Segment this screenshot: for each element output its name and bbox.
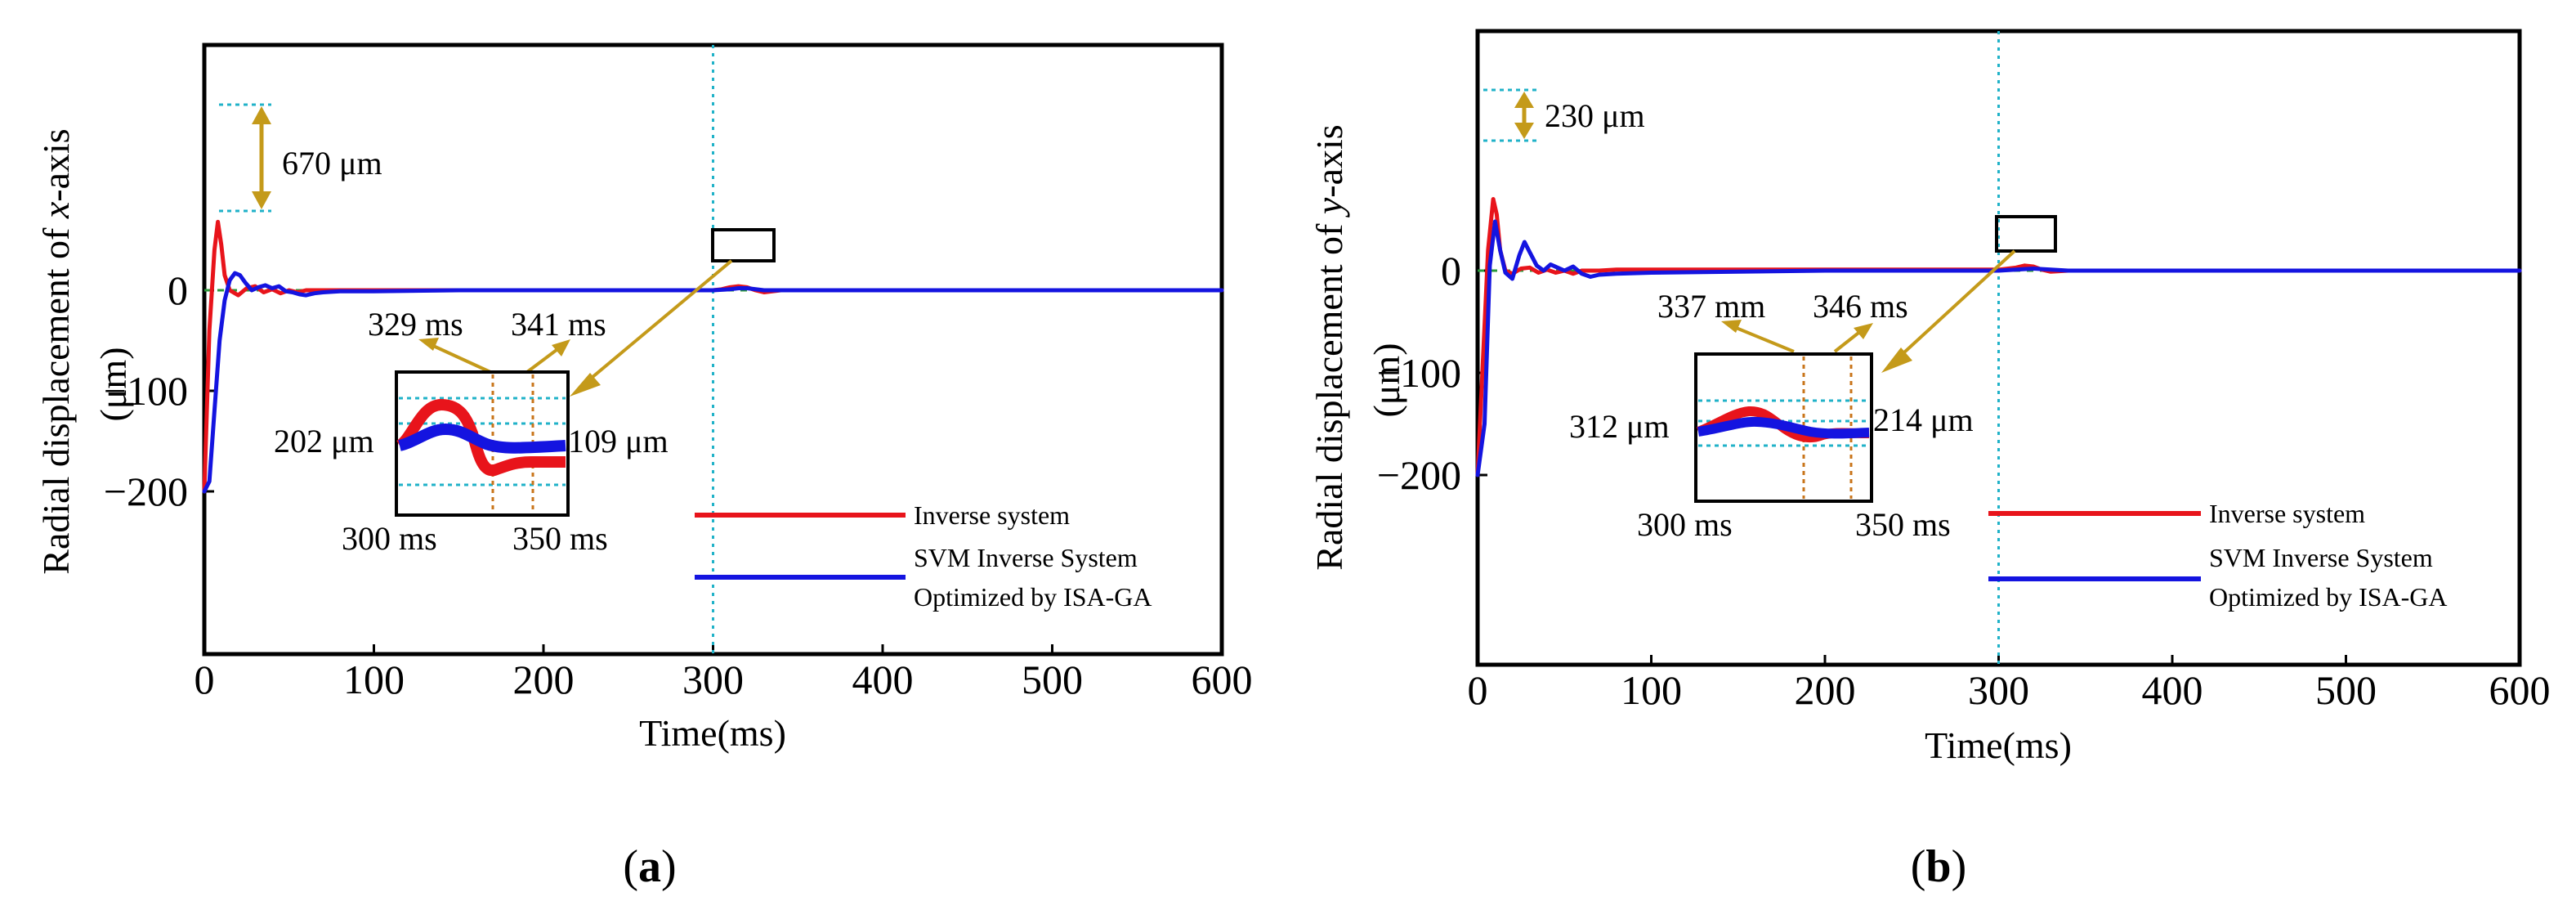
t2-arrow-head: [552, 339, 570, 356]
inset-right-label: 214 μm: [1873, 401, 1974, 438]
peak-arrow-head-down: [1514, 123, 1534, 139]
series-group: [202, 219, 1224, 494]
x-tick-label: 400: [852, 657, 914, 702]
y-tick-label: 0: [1441, 248, 1461, 294]
peak-annotation: 230 μm: [1483, 88, 1645, 142]
panel-caption: (a): [623, 841, 676, 892]
inset: 312 μm 214 μm 300 ms 350 ms: [1569, 352, 1974, 543]
legend-label-svm-2: Optimized by ISA-GA: [2209, 582, 2448, 612]
peak-gap-label: 670 μm: [282, 145, 382, 182]
x-tick-label: 200: [1795, 667, 1856, 713]
zoom-box: [711, 228, 776, 262]
inset-left-label: 202 μm: [274, 423, 374, 460]
y-tick-label: 0: [168, 267, 188, 313]
t2-label: 341 ms: [511, 306, 606, 343]
x-tick-label: 400: [2142, 667, 2203, 713]
plot-frame: [1475, 29, 2522, 667]
t2-label: 346 ms: [1813, 288, 1908, 325]
time-arrows: 329 ms 341 ms: [368, 306, 606, 374]
x-tick-label: 500: [2315, 667, 2377, 713]
zoom-arrow-shaft: [580, 259, 733, 388]
x-tick-label: 200: [513, 657, 575, 702]
t2-arrow-shaft: [525, 346, 561, 374]
x-tick-label: 0: [195, 657, 215, 702]
inset-x-end-label: 350 ms: [512, 520, 608, 557]
series-svm-line: [202, 271, 1224, 494]
zoom-arrow-shaft: [1893, 249, 2016, 363]
inset-x-start-label: 300 ms: [342, 520, 437, 557]
x-tick-label: 500: [1022, 657, 1083, 702]
t2-arrow-shaft: [1833, 329, 1863, 353]
inset-svm-curve: [398, 423, 566, 454]
t1-arrow-shaft: [431, 343, 491, 374]
inset-x-start-label: 300 ms: [1637, 506, 1733, 543]
series-svm-line: [1475, 219, 2522, 477]
x-axis-label: Time(ms): [639, 712, 786, 754]
t1-label: 329 ms: [368, 306, 463, 343]
y-tick-label: −200: [1377, 452, 1461, 498]
y-axis-unit: (μm): [1366, 343, 1407, 417]
t1-arrow-head: [418, 338, 439, 351]
t1-label: 337 mm: [1657, 288, 1765, 325]
peak-arrow-head-up: [252, 106, 271, 124]
t1-arrow-shaft: [1733, 325, 1795, 353]
legend-label-inverse: Inverse system: [914, 500, 1070, 530]
inset: 202 μm 109 μm 300 ms 350 ms: [274, 370, 669, 557]
peak-gap-label: 230 μm: [1545, 97, 1645, 134]
y-axis-label: Radial displacement of y-axis: [1308, 124, 1350, 570]
inset-x-end-label: 350 ms: [1855, 506, 1951, 543]
peak-arrow-head-up: [1514, 92, 1534, 108]
x-tick-label: 100: [1621, 667, 1682, 713]
t1-arrow-head: [1721, 320, 1742, 333]
inset-svm-curve: [1697, 416, 1870, 439]
time-arrows: 337 mm 346 ms: [1657, 288, 1908, 353]
legend-label-inverse: Inverse system: [2209, 499, 2365, 528]
y-tick-label: −200: [104, 468, 188, 514]
x-tick-label: 0: [1468, 667, 1488, 713]
zoom-arrow-head: [1881, 347, 1912, 373]
inset-left-label: 312 μm: [1569, 408, 1670, 445]
x-tick-label: 600: [2489, 667, 2551, 713]
zoom-arrow-head: [570, 373, 601, 397]
legend: Inverse system SVM Inverse System Optimi…: [1988, 499, 2448, 612]
axis-ticks: 0 100 200 300 400 500 600 0 −100 −200: [1377, 248, 2551, 713]
inset-right-label: 109 μm: [568, 423, 669, 460]
panel-a: 0 100 200 300 400 500 600 0 −100 −200 670 μm 329 …: [35, 43, 1253, 892]
legend-label-svm-2: Optimized by ISA-GA: [914, 582, 1152, 612]
axis-ticks: 0 100 200 300 400 500 600 0 −100 −200: [104, 267, 1253, 702]
peak-annotation: 670 μm: [219, 103, 382, 213]
series-group: [1475, 197, 2522, 477]
y-axis-label: Radial displacement of x-axis: [35, 128, 77, 574]
y-tick-label: −100: [104, 368, 188, 414]
x-tick-label: 300: [682, 657, 744, 702]
x-axis-label: Time(ms): [1925, 724, 2072, 766]
panel-caption: (b): [1911, 841, 1966, 892]
x-tick-label: 100: [343, 657, 405, 702]
y-tick-label: −100: [1377, 350, 1461, 396]
x-tick-label: 600: [1192, 657, 1253, 702]
y-axis-unit: (μm): [92, 347, 134, 421]
t2-arrow-head: [1854, 323, 1873, 339]
legend-label-svm-1: SVM Inverse System: [2209, 543, 2433, 572]
zoom-box: [1995, 215, 2057, 253]
legend-label-svm-1: SVM Inverse System: [914, 543, 1138, 572]
panel-b: 0 100 200 300 400 500 600 0 −100 −200 230 μm 337 …: [1308, 29, 2551, 892]
peak-arrow-head-down: [252, 191, 271, 209]
legend: Inverse system SVM Inverse System Optimi…: [695, 500, 1152, 612]
x-tick-label: 300: [1968, 667, 2029, 713]
